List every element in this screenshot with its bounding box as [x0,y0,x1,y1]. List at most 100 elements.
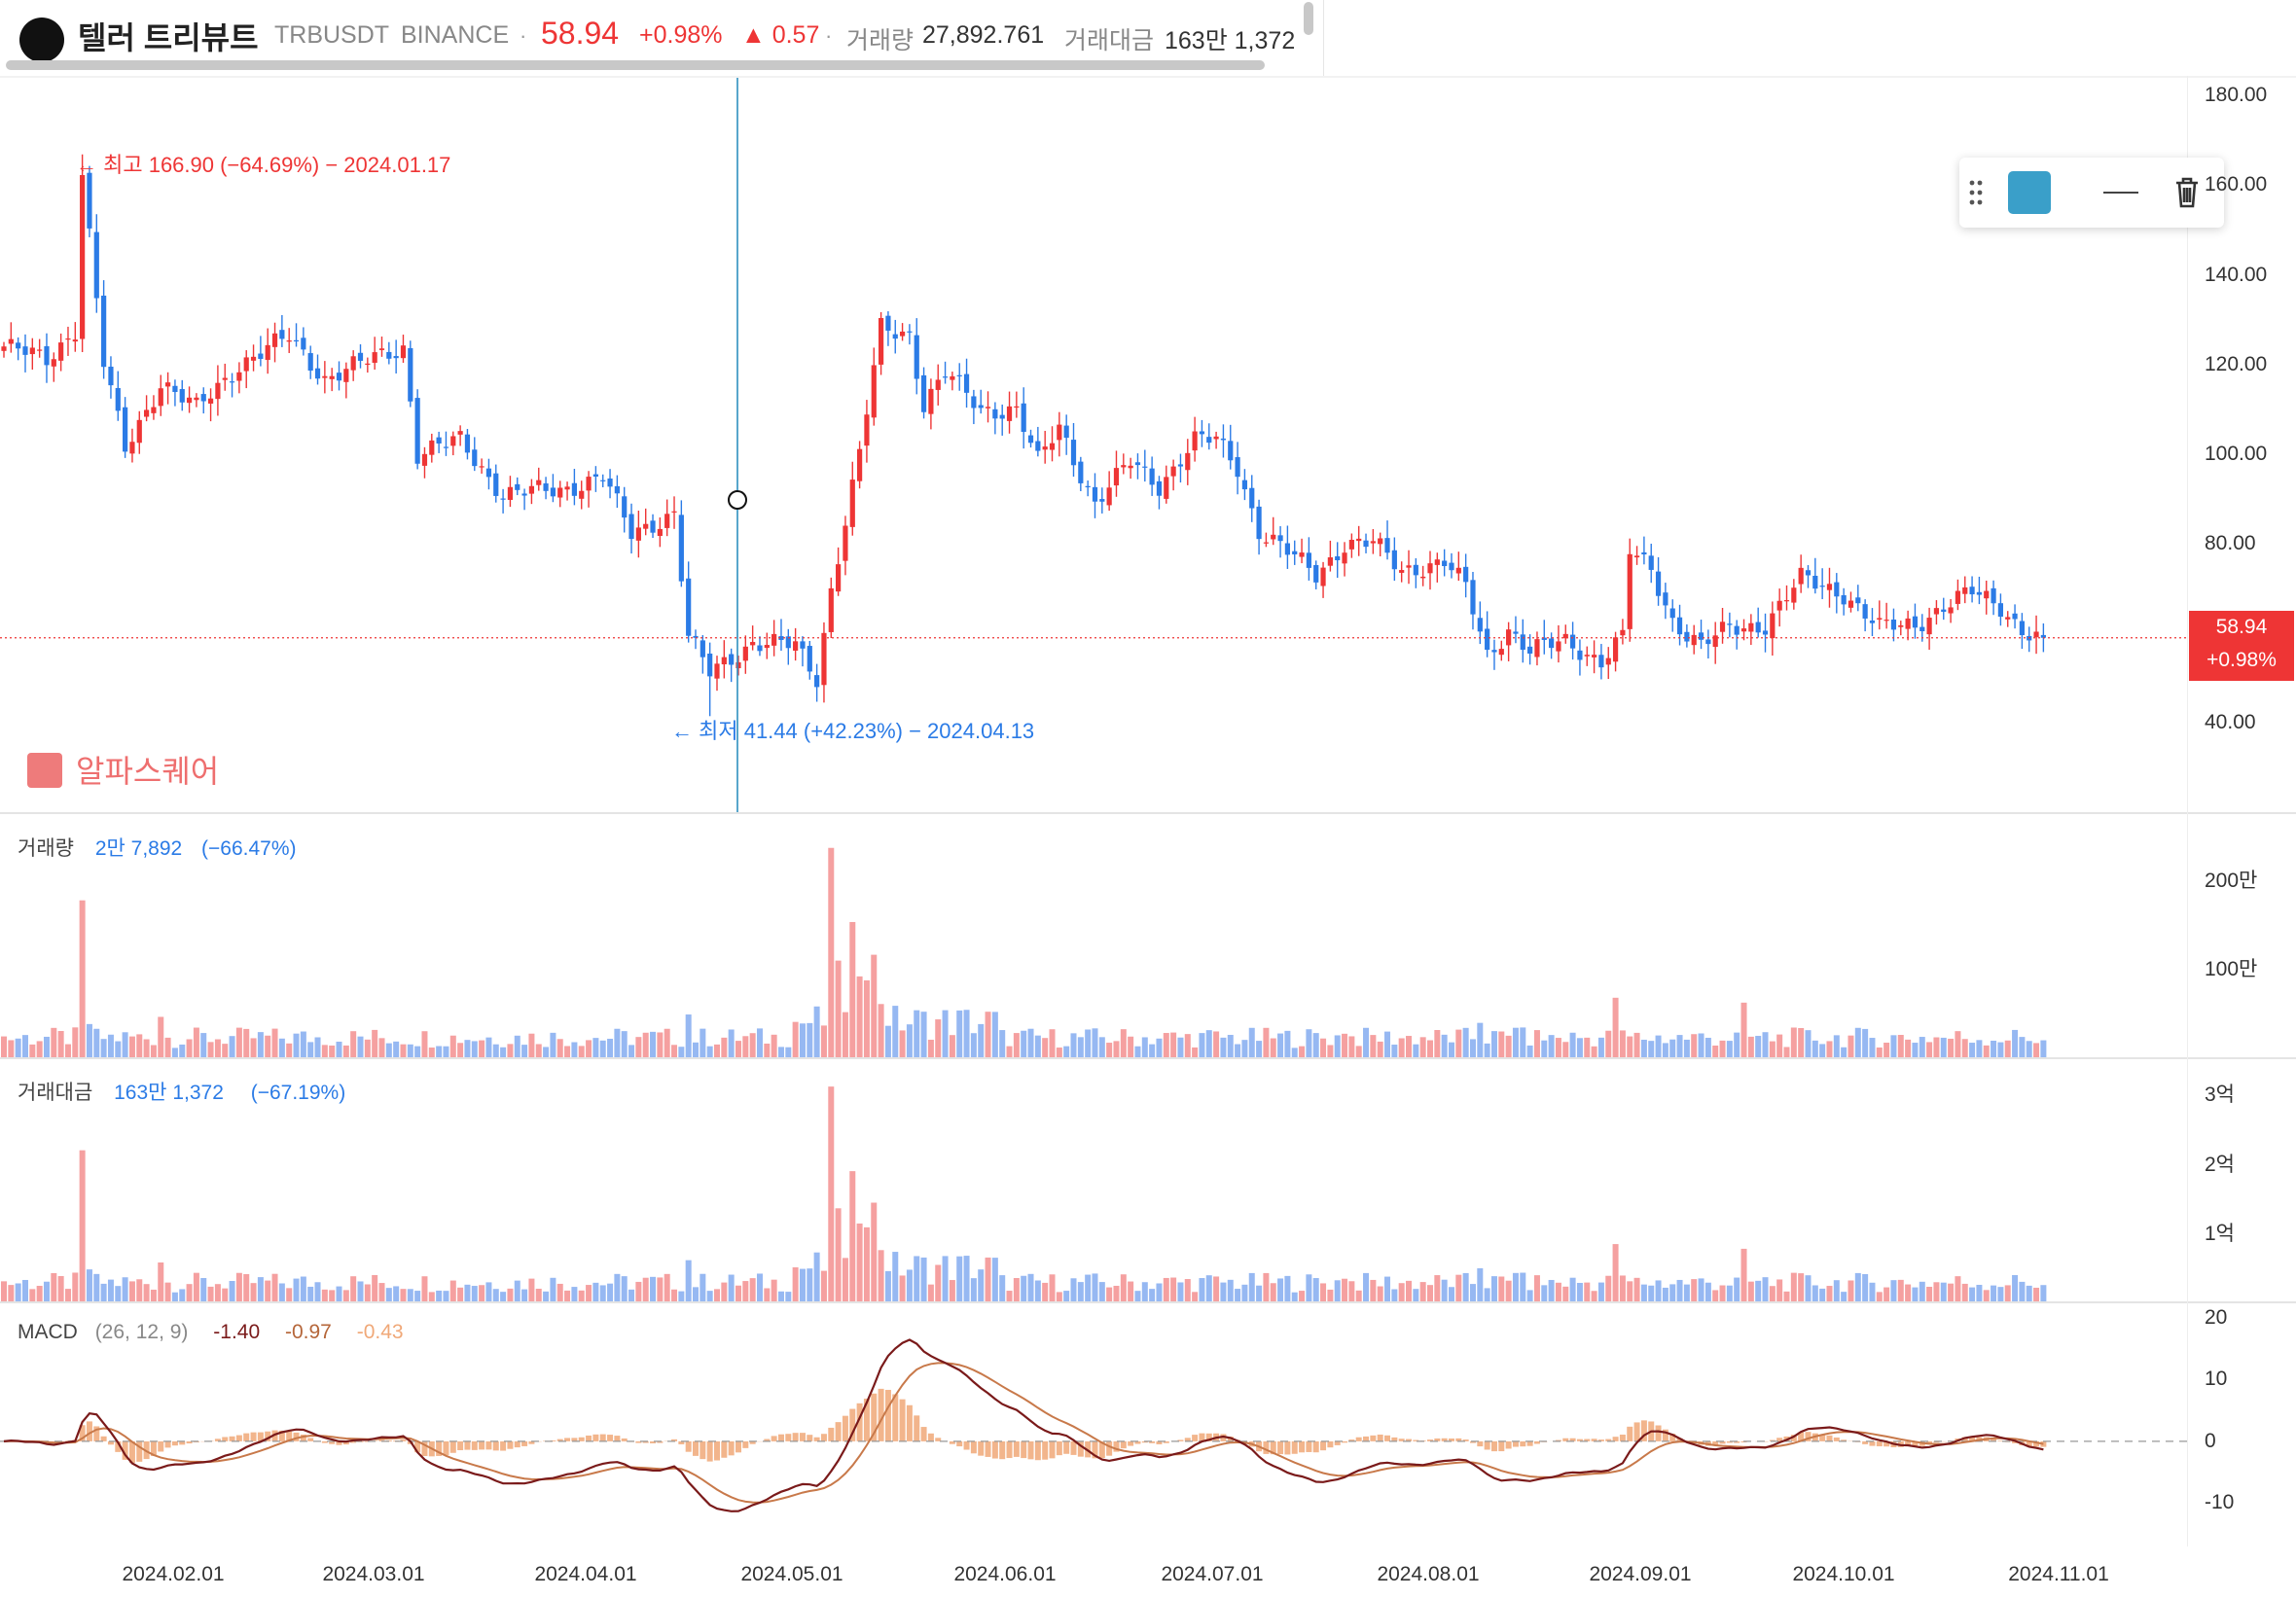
candle-body [963,373,970,393]
candle-body [22,346,28,355]
candle-body [207,398,214,404]
macd-histogram-bar [642,1440,649,1443]
macd-histogram-bar [892,1394,899,1441]
macd-histogram-bar [906,1404,913,1441]
macd-histogram-bar [1312,1440,1319,1453]
candle-body [1277,535,1283,542]
amount-bar [991,1258,998,1301]
macd-histogram-bar [1441,1438,1448,1441]
amount-bar [1441,1279,1448,1301]
volume-bar [1085,1029,1092,1057]
candle-body [414,398,420,464]
candle-body [372,352,377,363]
color-swatch-button[interactable] [2008,171,2051,214]
volume-bar [485,1037,492,1057]
candle-body [1997,603,2003,618]
macd-histogram-bar [1734,1440,1740,1443]
amount-bar [1755,1280,1762,1301]
candle-body [421,453,428,466]
amount-bar [1819,1288,1826,1301]
macd-histogram-bar [179,1440,186,1445]
macd-histogram-bar [1826,1435,1833,1441]
volume-bar [179,1044,186,1057]
volume-bar [578,1046,585,1057]
volume-bar [792,1021,799,1057]
amount-bar [229,1281,235,1301]
x-axis-tick-label: 2024.08.01 [1377,1563,1480,1585]
candle-body [507,486,514,500]
volume-bar [1612,997,1619,1057]
amount-bar [1092,1273,1098,1301]
amount-bar [51,1272,57,1301]
macd-histogram-bar [150,1440,157,1457]
amount-bar [963,1256,970,1301]
amount-bar [2026,1285,2032,1301]
macd-histogram-bar [1291,1440,1298,1454]
candle-body [1378,538,1383,545]
drag-handle-icon[interactable] [1969,179,1983,206]
amount-bar [1056,1292,1062,1301]
amount-bar [550,1277,556,1301]
volume-bar [1227,1034,1234,1057]
amount-bar [1085,1274,1092,1301]
volume-bar [1848,1035,1854,1057]
candle-body [1848,600,1854,608]
horizontal-scrollbar[interactable] [6,60,1265,70]
amount-bar [878,1250,884,1301]
volume-bar [884,1025,891,1057]
vertical-scrollbar[interactable] [1304,2,1313,35]
volume-bar [1655,1035,1662,1057]
volume-bar [892,1006,899,1057]
macd-histogram-bar [307,1438,314,1441]
volume-bar [535,1044,542,1057]
amount-bar [842,1258,848,1301]
macd-histogram-bar [1869,1440,1876,1446]
volume-bar [1919,1037,1925,1057]
amount-bar [777,1291,784,1301]
delete-button[interactable] [2168,173,2206,212]
amount-bar [1812,1285,1818,1301]
volume-bar [1042,1038,1049,1057]
volume-bar [1869,1038,1876,1057]
volume-bar [835,960,842,1057]
amount-bar [1883,1287,1890,1301]
volume-bar [1640,1039,1647,1057]
candle-body [935,379,941,390]
amount-bar [1848,1280,1854,1301]
candle-body [1006,406,1013,421]
candle-body [200,394,206,402]
amount-bar [1805,1275,1812,1301]
amount-bar [1669,1284,1676,1301]
candle-body [393,356,399,359]
candle-body [793,641,799,651]
candle-body [1463,566,1469,583]
volume-bar [764,1043,771,1057]
amount-bar [1940,1282,1947,1301]
amount-bar [807,1268,813,1301]
amount-bar [792,1267,799,1301]
candle-body [1734,625,1740,635]
macd-histogram-bar [1619,1434,1626,1441]
amount-bar [1098,1282,1105,1301]
macd-histogram-bar [2033,1440,2040,1447]
volume-bar [871,954,878,1057]
amount-bar [1691,1279,1698,1301]
candle-body [1705,639,1711,645]
candle-body [643,523,649,529]
macd-histogram-bar [657,1440,664,1443]
volume-bar [164,1037,171,1057]
candle-body [350,356,356,371]
candle-body [907,331,913,333]
volume-bar [927,1039,934,1057]
volume-bar [278,1038,285,1057]
volume-bar [1469,1039,1476,1057]
volume-bar [507,1044,514,1057]
macd-histogram-bar [1712,1440,1719,1446]
candle-body [700,640,705,657]
macd-histogram-bar [1370,1435,1377,1441]
volume-bar [321,1045,328,1057]
macd-histogram-bar [479,1440,485,1450]
volume-bar [1299,1046,1306,1057]
line-style-button[interactable] [2092,173,2156,212]
